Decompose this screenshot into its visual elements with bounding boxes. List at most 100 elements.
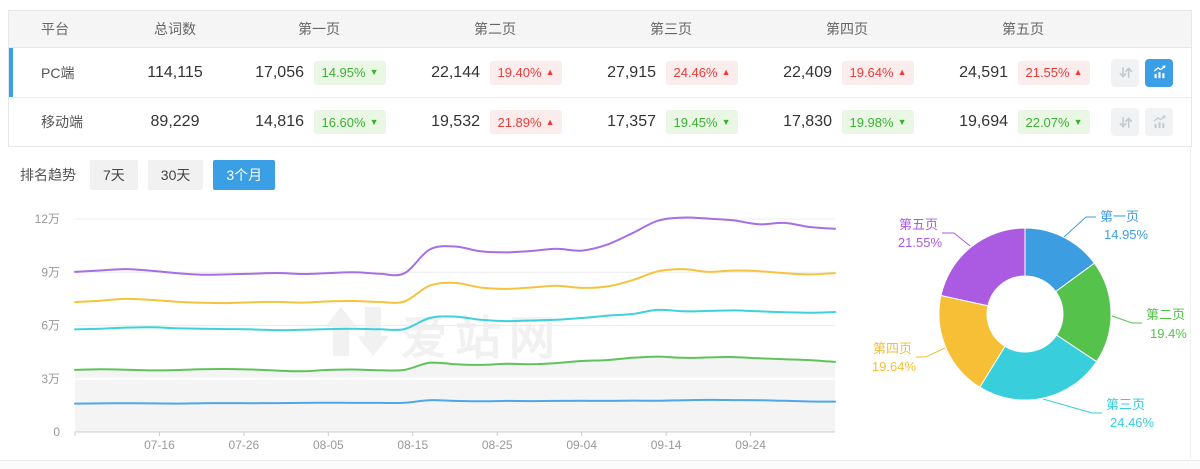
page-4-count: 22,409 bbox=[783, 63, 832, 81]
arrow-down-icon: ▼ bbox=[1073, 116, 1083, 127]
total-words-value: 89,229 bbox=[150, 113, 200, 130]
page-5-count: 19,694 bbox=[959, 113, 1008, 130]
trend-chart-button[interactable] bbox=[1145, 108, 1173, 136]
page-1-cell: 17,056 14.95% ▼ bbox=[231, 60, 407, 85]
trend-line-page1 bbox=[74, 398, 836, 405]
tab-30-days[interactable]: 30天 bbox=[147, 160, 204, 190]
watermark-logo-down-arrow-icon bbox=[357, 307, 389, 356]
column-header-6: 第四页 bbox=[826, 21, 868, 37]
total-words-value: 114,115 bbox=[147, 63, 203, 81]
table-row-pc[interactable]: PC端 114,115 17,056 14.95% ▼ 22,144 19.40% ▲ 27,9… bbox=[9, 48, 1191, 97]
x-axis-label: 09-24 bbox=[735, 438, 766, 452]
page-2-cell: 19,532 21.89% ▲ bbox=[407, 110, 583, 134]
donut-label-name-page1: 第一页 bbox=[1100, 209, 1139, 224]
column-header-4: 第二页 bbox=[474, 21, 516, 37]
change-percent: 14.95% bbox=[321, 65, 366, 80]
platform-label: 移动端 bbox=[41, 114, 83, 130]
page-3-count: 17,357 bbox=[607, 113, 656, 130]
page-1-change-badge: 14.95% ▼ bbox=[314, 60, 386, 85]
page-5-change-badge: 22.07% ▼ bbox=[1018, 110, 1090, 134]
page-4-change-badge: 19.98% ▼ bbox=[842, 110, 914, 134]
page-1-count: 17,056 bbox=[255, 63, 304, 81]
keyword-rank-table: 平台 总词数 第一页 第二页 第三页 第四页 第五页 PC端 114,115 17,056 14.… bbox=[8, 10, 1192, 147]
donut-label-leader-page4 bbox=[916, 347, 946, 358]
donut-label-leader-page3 bbox=[1042, 398, 1102, 414]
donut-label-percent-page2: 19.4% bbox=[1150, 326, 1187, 341]
x-axis-label: 08-05 bbox=[313, 438, 344, 452]
trend-line-page5 bbox=[74, 216, 836, 277]
row-actions bbox=[1111, 58, 1195, 87]
trend-line-page2 bbox=[74, 355, 836, 373]
donut-label-name-page4: 第四页 bbox=[873, 341, 912, 356]
trend-line-page3 bbox=[74, 308, 836, 332]
donut-label-name-page3: 第三页 bbox=[1106, 397, 1145, 412]
change-percent: 19.64% bbox=[849, 65, 894, 80]
tab-3-months[interactable]: 3个月 bbox=[213, 160, 276, 190]
page-5-count: 24,591 bbox=[959, 63, 1008, 81]
page-5-cell: 24,591 21.55% ▲ bbox=[935, 60, 1111, 85]
page-2-count: 22,144 bbox=[431, 63, 480, 81]
page-1-change-badge: 16.60% ▼ bbox=[314, 110, 386, 134]
page-3-count: 27,915 bbox=[607, 63, 656, 81]
page-3-change-badge: 24.46% ▲ bbox=[666, 60, 738, 85]
arrow-down-icon: ▼ bbox=[897, 116, 907, 127]
page-1-cell: 14,816 16.60% ▼ bbox=[231, 110, 407, 134]
page-2-cell: 22,144 19.40% ▲ bbox=[407, 60, 583, 85]
x-axis-label: 07-26 bbox=[229, 438, 260, 452]
trend-title: 排名趋势 bbox=[20, 167, 76, 183]
donut-label-percent-page1: 14.95% bbox=[1104, 227, 1149, 242]
footer-strip bbox=[0, 460, 1200, 469]
donut-label-leader-page2 bbox=[1111, 315, 1142, 324]
change-percent: 19.98% bbox=[849, 114, 894, 130]
donut-label-percent-page5: 21.55% bbox=[898, 235, 943, 250]
trend-header: 排名趋势 7天 30天 3个月 bbox=[0, 147, 1190, 197]
x-axis-label: 08-15 bbox=[397, 438, 428, 452]
x-axis-label: 07-16 bbox=[144, 438, 175, 452]
donut-label-name-page2: 第二页 bbox=[1146, 307, 1185, 322]
donut-slice-page5[interactable] bbox=[940, 227, 1026, 307]
platform-label: PC端 bbox=[41, 64, 75, 81]
page-3-cell: 27,915 24.46% ▲ bbox=[583, 60, 759, 85]
arrow-up-icon: ▲ bbox=[721, 67, 731, 77]
trend-line-page4 bbox=[74, 268, 836, 305]
donut-label-name-page5: 第五页 bbox=[899, 217, 938, 232]
page-5-change-badge: 21.55% ▲ bbox=[1018, 60, 1090, 85]
page-2-change-badge: 21.89% ▲ bbox=[490, 110, 562, 134]
arrow-down-icon: ▼ bbox=[721, 116, 731, 127]
change-percent: 22.07% bbox=[1025, 114, 1070, 130]
page-4-cell: 17,830 19.98% ▼ bbox=[759, 110, 935, 134]
y-axis-label: 9万 bbox=[41, 265, 60, 279]
sort-button[interactable] bbox=[1111, 108, 1139, 136]
y-axis-label: 3万 bbox=[41, 372, 60, 386]
donut-label-percent-page3: 24.46% bbox=[1110, 415, 1155, 430]
column-header-1: 平台 bbox=[41, 21, 69, 37]
change-percent: 21.55% bbox=[1025, 65, 1070, 80]
trend-chart-icon bbox=[1153, 114, 1165, 128]
y-axis-label: 6万 bbox=[41, 319, 60, 333]
tab-7-days[interactable]: 7天 bbox=[90, 160, 138, 190]
trend-chart-button[interactable] bbox=[1145, 58, 1173, 87]
change-percent: 19.40% bbox=[497, 65, 542, 80]
page-2-count: 19,532 bbox=[431, 113, 480, 130]
trend-chart-icon bbox=[1153, 65, 1165, 79]
x-axis-label: 08-25 bbox=[482, 438, 513, 452]
x-axis-label: 09-14 bbox=[651, 438, 682, 452]
arrow-up-icon: ▲ bbox=[1073, 67, 1083, 77]
arrow-down-icon: ▼ bbox=[369, 116, 379, 127]
sort-button[interactable] bbox=[1111, 58, 1139, 87]
change-percent: 24.46% bbox=[673, 65, 718, 80]
page-4-change-badge: 19.64% ▲ bbox=[842, 60, 914, 85]
change-percent: 16.60% bbox=[321, 114, 366, 130]
page-1-count: 14,816 bbox=[255, 113, 304, 130]
watermark-logo-up-arrow-icon bbox=[325, 307, 357, 356]
y-axis-label: 0 bbox=[53, 425, 60, 439]
area-fill-under-page2 bbox=[75, 356, 835, 432]
table-row-mobile[interactable]: 移动端 89,229 14,816 16.60% ▼ 19,532 21.89% ▲ 17,35… bbox=[9, 97, 1191, 146]
page-4-cell: 22,409 19.64% ▲ bbox=[759, 60, 935, 85]
arrow-up-icon: ▲ bbox=[897, 67, 907, 77]
arrow-up-icon: ▲ bbox=[545, 67, 555, 77]
donut-slice-page3[interactable] bbox=[979, 334, 1098, 401]
charts-row: 爱站网 07-16 07-26 08-05 08-15 08-25 09-04 09-14 09… bbox=[0, 197, 1190, 459]
up-down-arrows-icon bbox=[1119, 67, 1132, 78]
